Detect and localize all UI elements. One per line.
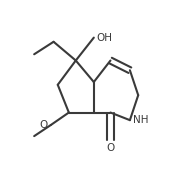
Text: NH: NH xyxy=(133,115,148,125)
Text: O: O xyxy=(106,143,115,153)
Text: OH: OH xyxy=(97,33,113,43)
Text: O: O xyxy=(40,120,48,130)
